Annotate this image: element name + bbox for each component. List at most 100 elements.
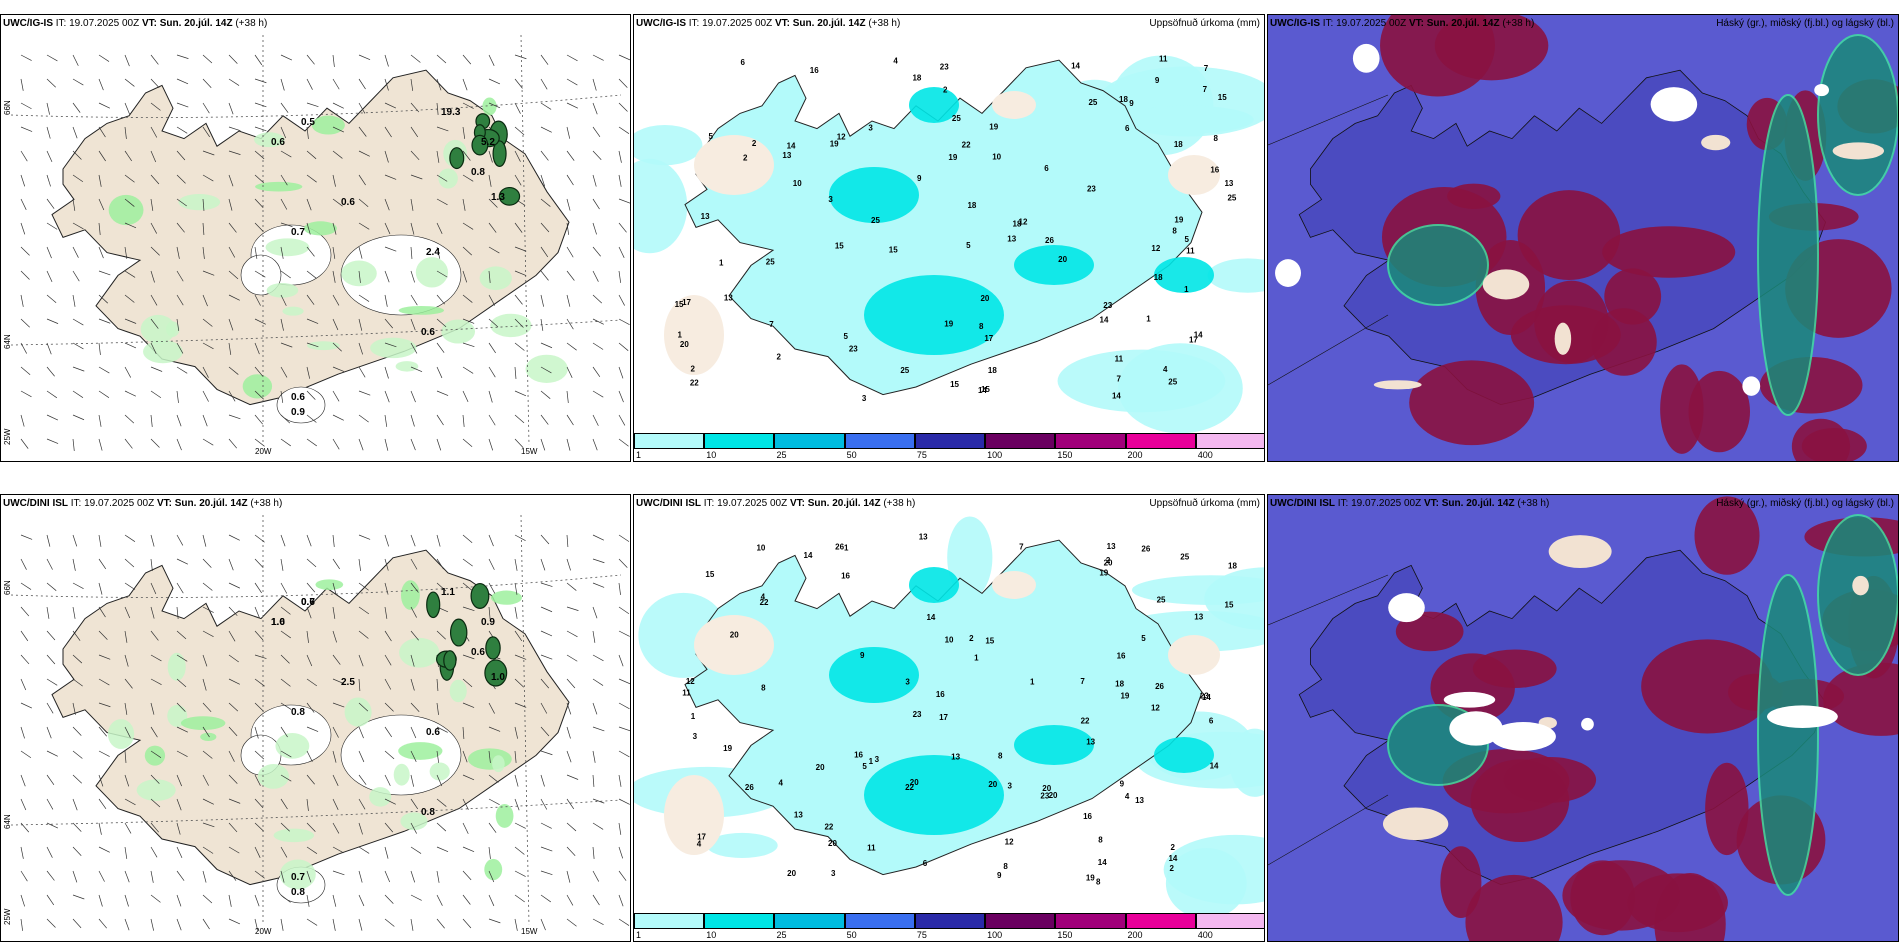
wind-barb	[540, 78, 548, 90]
wind-barb	[254, 678, 265, 687]
precip-value-label: 26	[745, 783, 754, 792]
wind-barb	[72, 534, 78, 547]
wind-barb	[540, 678, 550, 689]
precip-value-label: 4	[1125, 792, 1130, 801]
lat-gridline	[10, 94, 622, 118]
wind-barb	[46, 870, 55, 881]
precip-value-label: 25	[1180, 553, 1189, 562]
precip-patch	[108, 194, 144, 226]
wind-barb	[228, 366, 239, 375]
wind-barb	[98, 342, 101, 355]
precip-patch	[144, 745, 166, 766]
wind-barb	[306, 102, 319, 108]
wind-barb	[202, 414, 208, 427]
wind-barb	[20, 342, 27, 354]
wind-barb	[514, 582, 518, 595]
wind-barb	[46, 846, 53, 858]
precip-value-label: 13	[782, 151, 791, 160]
wind-barb	[410, 822, 417, 834]
wind-barb	[436, 918, 445, 929]
wind-barb	[540, 366, 552, 374]
wind-barb	[332, 390, 340, 402]
wind-barb	[124, 78, 135, 87]
wind-barb	[410, 558, 418, 570]
wind-barb	[124, 702, 128, 715]
wind-barb	[176, 102, 189, 108]
wind-barb	[306, 366, 311, 379]
wind-barb	[150, 750, 162, 758]
precip-patch	[400, 580, 420, 610]
wind-barb	[202, 174, 214, 182]
precip-value-label: 13	[1135, 796, 1144, 805]
wind-value-label: 0.6	[471, 647, 485, 658]
wind-barb	[254, 366, 263, 377]
wind-barb	[228, 342, 232, 355]
precip-value-label: 14	[1112, 391, 1121, 400]
wind-barb	[462, 150, 471, 161]
wind-barb	[280, 78, 285, 91]
colorbar-tick-label: 1	[636, 450, 642, 460]
precip-value-label: 22	[1081, 716, 1090, 725]
wind-barb	[150, 390, 162, 399]
precip-value-label: 15	[1225, 600, 1234, 609]
precip-value-label: 12	[1151, 244, 1160, 253]
precip-patch	[482, 97, 497, 116]
wind-barb	[150, 774, 160, 784]
wind-barb	[98, 126, 106, 138]
wind-barb	[462, 438, 473, 448]
wind-barb	[124, 726, 131, 738]
map-layer: 0.6 1.0 2.5 0.8 1.1 0.8 0.7 0.8 0.6 0.6 1.0 0.9 0.7 1…	[10, 514, 630, 931]
wind-barb	[592, 558, 605, 564]
wind-barb	[20, 78, 24, 91]
clear-sky	[1832, 142, 1885, 160]
wind-barb	[176, 78, 189, 85]
wind-barb	[436, 870, 440, 883]
wind-barb	[46, 414, 59, 421]
wind-barb	[254, 846, 261, 858]
wind-barb	[566, 318, 574, 330]
clear-sky	[1767, 705, 1838, 729]
wind-barb	[618, 54, 630, 61]
wind-barb	[358, 246, 363, 259]
precip-value-label: 15	[981, 385, 990, 394]
wind-barb	[20, 822, 30, 833]
wind-barb	[358, 390, 371, 396]
precip-value-label: 12	[1019, 218, 1028, 227]
precip-colorbar: 1 10 25 50 75 100 150 200 400	[634, 433, 1264, 461]
mid-cloud	[1817, 34, 1898, 196]
precip-value-label: 19	[1086, 873, 1095, 882]
wind-barb	[176, 654, 188, 662]
wind-barb	[20, 774, 26, 787]
precip-patch	[178, 194, 221, 211]
wind-barb	[566, 798, 575, 810]
wind-barb	[358, 126, 367, 137]
wind-barb	[592, 294, 603, 304]
wind-barb	[592, 678, 604, 686]
wind-barb	[98, 390, 110, 399]
wind-barb	[332, 894, 337, 907]
wind-barb	[462, 918, 472, 929]
wind-barb	[332, 294, 340, 306]
wind-barb	[436, 846, 449, 853]
wind-barb	[306, 654, 313, 667]
wind-barb	[150, 702, 155, 715]
wind-barb	[358, 702, 369, 712]
wind-barb	[98, 726, 107, 737]
wind-barb	[72, 750, 83, 759]
wind-barb	[124, 318, 137, 324]
wind-barb	[72, 798, 78, 811]
wind-barb	[618, 198, 630, 204]
precip-value-label: 16	[1117, 651, 1126, 660]
wind-barb	[514, 342, 525, 351]
iceland-outline	[684, 539, 1203, 876]
wind-barb	[384, 582, 389, 595]
wind-barb	[280, 246, 284, 259]
wind-barb	[176, 822, 181, 835]
wind-barb	[358, 846, 370, 854]
wind-barb	[332, 126, 345, 133]
wind-barb	[124, 606, 131, 619]
wind-value-label: 19.3	[441, 107, 461, 118]
wind-barb	[462, 78, 468, 91]
wind-barb	[98, 630, 108, 640]
wind-barb	[202, 342, 214, 350]
